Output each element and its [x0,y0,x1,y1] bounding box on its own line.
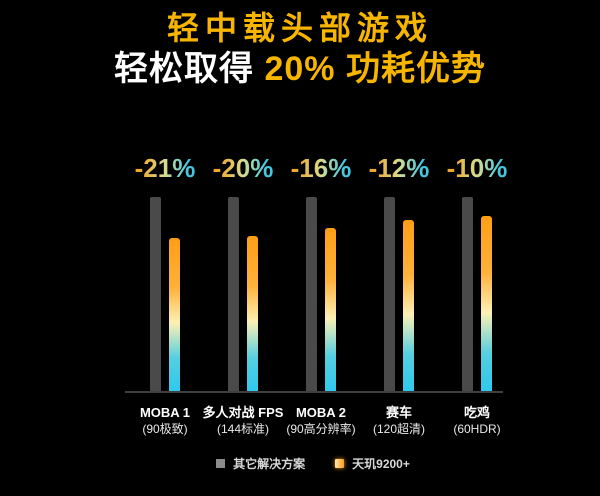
category-label: 多人对战 FPS [202,405,284,420]
bar-dimensity-9200plus [247,236,258,392]
chart-group: -10% 吃鸡 (60HDR) [438,153,516,436]
bar-pair [228,197,258,392]
category-note: (144标准) [216,422,269,436]
legend-item: 其它解决方案 [216,455,305,472]
title-line2: 轻松取得 20% 功耗优势 [0,48,600,90]
category-label: 吃鸡 [463,405,490,420]
bar-other-solution [306,197,317,392]
delta-label: -21% [134,153,196,183]
bar-pair [306,197,336,392]
bar-dimensity-9200plus [403,220,414,392]
legend-label: 天玑9200+ [352,457,410,471]
legend-swatch-other [216,459,226,468]
category-note: (90极致) [142,422,188,436]
category-label: MOBA 2 [295,405,347,420]
bar-other-solution [150,197,161,392]
category-note: (60HDR) [453,422,501,436]
legend: 其它解决方案 天玑9200+ [0,455,600,472]
delta-label: -12% [368,153,430,183]
legend-item: 天玑9200+ [335,455,410,472]
bar-pair [462,197,492,392]
bar-pair [150,197,180,392]
chart-group: -12% 赛车 (120超清) [360,153,438,436]
bar-dimensity-9200plus [325,228,336,392]
bar-other-solution [462,197,473,392]
bar-pair [384,197,414,392]
bar-chart: -21% MOBA 1 (90极致) -20% 多人对战 FPS (144标准) -16% M… [126,153,516,436]
category-note: (90高分辨率) [286,422,356,436]
bar-other-solution [228,197,239,392]
chart-group: -20% 多人对战 FPS (144标准) [202,153,284,436]
delta-label: -16% [290,153,352,183]
title-line2-highlight: 20% 功耗优势 [264,50,486,88]
chart-group: -16% MOBA 2 (90高分辨率) [282,153,360,436]
category-note: (120超清) [372,422,425,436]
category-label: 赛车 [385,405,412,420]
title-line1: 轻中载头部游戏 [166,10,433,46]
page-title: 轻中载头部游戏 轻松取得 20% 功耗优势 [0,8,600,90]
delta-label: -20% [212,153,274,183]
legend-label: 其它解决方案 [233,457,306,471]
x-axis-line [125,391,503,393]
bar-dimensity-9200plus [481,216,492,392]
chart-group: -21% MOBA 1 (90极致) [126,153,204,436]
legend-swatch-dimensity [335,459,345,468]
delta-label: -10% [446,153,508,183]
title-line2-prefix: 轻松取得 [114,50,265,88]
category-label: MOBA 1 [139,405,191,420]
bar-dimensity-9200plus [169,238,180,392]
bar-other-solution [384,197,395,392]
